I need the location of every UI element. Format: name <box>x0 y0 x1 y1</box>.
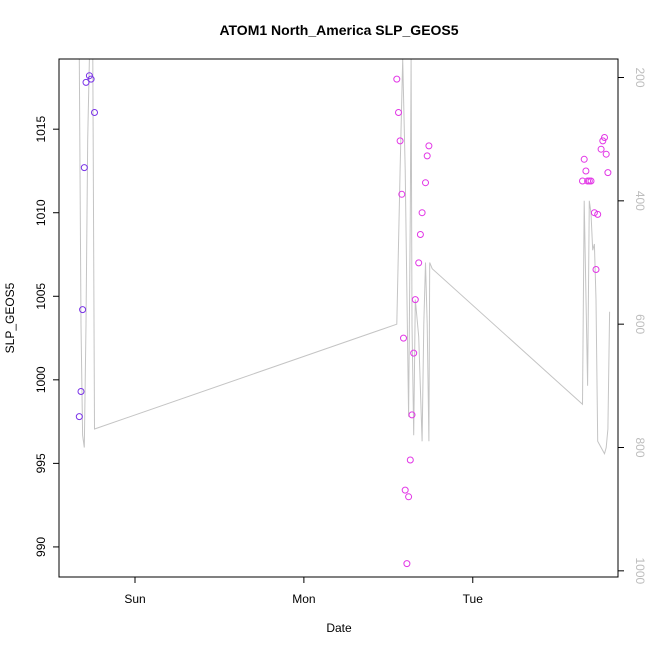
data-point-s1-3 <box>398 190 406 198</box>
y-tick-label-1010: 1010 <box>34 199 48 226</box>
data-point-s1-18 <box>579 177 586 185</box>
data-point-s1-13 <box>416 231 424 238</box>
data-point-s0-2 <box>79 306 87 314</box>
data-point-s0-4 <box>82 78 90 86</box>
data-point-s0-7 <box>91 109 98 116</box>
data-point-s1-12 <box>415 259 423 267</box>
y-tick-label-990: 990 <box>34 537 48 557</box>
chart-title: ATOM1 North_America SLP_GEOS5 <box>219 22 458 38</box>
data-point-s1-27 <box>597 145 605 153</box>
right-tick-label-400: 400 <box>633 191 647 211</box>
data-point-s1-20 <box>582 167 590 175</box>
plot-frame <box>58 58 619 578</box>
data-point-s1-14 <box>418 209 426 217</box>
data-point-s1-17 <box>425 142 433 150</box>
data-point-s0-1 <box>77 388 85 395</box>
data-point-s0-6 <box>87 75 95 83</box>
y-tick-label-1000: 1000 <box>34 366 48 393</box>
data-point-s1-28 <box>599 137 607 145</box>
x-tick-label-mon: Mon <box>292 592 315 606</box>
y-axis-label: SLP_GEOS5 <box>3 282 17 353</box>
data-point-s1-2 <box>396 137 404 145</box>
data-point-s1-7 <box>405 493 413 501</box>
data-point-s1-25 <box>592 266 600 273</box>
x-axis-label: Date <box>326 621 352 635</box>
right-tick-label-800: 800 <box>633 437 647 457</box>
data-point-s1-1 <box>395 109 402 116</box>
data-point-s0-0 <box>75 413 83 421</box>
data-point-s1-8 <box>406 456 414 464</box>
data-point-s1-4 <box>400 334 407 342</box>
data-point-s1-15 <box>422 179 429 187</box>
data-point-s1-10 <box>410 349 418 357</box>
data-point-s1-6 <box>403 560 411 568</box>
data-point-s1-30 <box>602 150 610 158</box>
data-point-s1-24 <box>590 209 598 217</box>
data-point-s1-29 <box>601 134 608 141</box>
data-point-s1-31 <box>604 169 612 177</box>
data-point-s1-9 <box>408 411 416 419</box>
data-point-s0-5 <box>85 72 93 80</box>
data-point-s1-19 <box>580 155 588 163</box>
y-tick-label-1015: 1015 <box>34 116 48 143</box>
series-line-0 <box>78 59 611 456</box>
data-point-s1-26 <box>594 210 602 218</box>
y-tick-label-1005: 1005 <box>34 283 48 310</box>
data-point-s1-23 <box>587 177 595 185</box>
data-point-s1-0 <box>393 75 401 83</box>
y-tick-label-995: 995 <box>34 453 48 473</box>
data-point-s0-3 <box>80 164 88 172</box>
data-point-s1-11 <box>411 296 419 304</box>
right-tick-label-1000: 1000 <box>633 557 647 584</box>
data-point-s1-5 <box>401 486 409 494</box>
x-tick-label-tue: Tue <box>463 592 484 606</box>
right-tick-label-200: 200 <box>633 67 647 87</box>
x-tick-label-sun: Sun <box>124 592 145 606</box>
plot-area: 990 995 1000 1005 1010 1015 200 400 600 800 1000 Su… <box>34 58 647 606</box>
right-tick-label-600: 600 <box>633 314 647 334</box>
data-point-s1-16 <box>423 152 431 160</box>
